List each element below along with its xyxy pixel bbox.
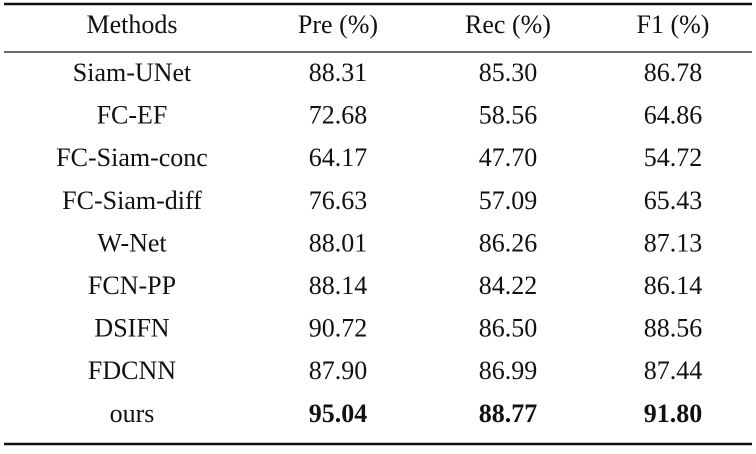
metric-value: 47.70: [479, 143, 538, 172]
metric-value: 88.56: [644, 314, 703, 343]
column-header: Methods: [87, 10, 178, 39]
method-name: FCN-PP: [88, 271, 176, 300]
metric-value: 65.43: [644, 186, 703, 215]
metric-value: 86.99: [479, 356, 538, 385]
metric-value: 86.26: [479, 228, 538, 257]
metric-value: 87.13: [644, 228, 703, 257]
metric-value: 88.31: [309, 58, 368, 87]
metric-value: 88.77: [479, 399, 538, 428]
metric-value: 85.30: [479, 58, 538, 87]
metric-value: 54.72: [644, 143, 703, 172]
metric-value: 91.80: [644, 399, 703, 428]
method-name: Siam-UNet: [73, 58, 192, 87]
method-name: W-Net: [97, 228, 167, 257]
column-header: Pre (%): [298, 10, 378, 39]
metric-value: 84.22: [479, 271, 538, 300]
metric-value: 87.44: [644, 356, 703, 385]
metric-value: 58.56: [479, 101, 538, 130]
metric-value: 64.17: [309, 143, 368, 172]
metric-value: 87.90: [309, 356, 368, 385]
method-name: FC-Siam-conc: [56, 143, 208, 172]
metric-value: 88.14: [309, 271, 368, 300]
metric-value: 86.78: [644, 58, 703, 87]
metric-value: 86.50: [479, 314, 538, 343]
metric-value: 57.09: [479, 186, 538, 215]
metric-value: 64.86: [644, 101, 703, 130]
column-header: F1 (%): [637, 10, 710, 39]
column-header: Rec (%): [465, 10, 551, 39]
method-name: FDCNN: [88, 356, 176, 385]
method-name: FC-Siam-diff: [62, 186, 202, 215]
method-name: ours: [110, 399, 155, 428]
metric-value: 95.04: [309, 399, 368, 428]
method-name: FC-EF: [97, 101, 168, 130]
metric-value: 72.68: [309, 101, 368, 130]
metric-value: 76.63: [309, 186, 368, 215]
method-name: DSIFN: [94, 314, 169, 343]
metric-value: 88.01: [309, 228, 368, 257]
metric-value: 90.72: [309, 314, 368, 343]
metric-value: 86.14: [644, 271, 703, 300]
